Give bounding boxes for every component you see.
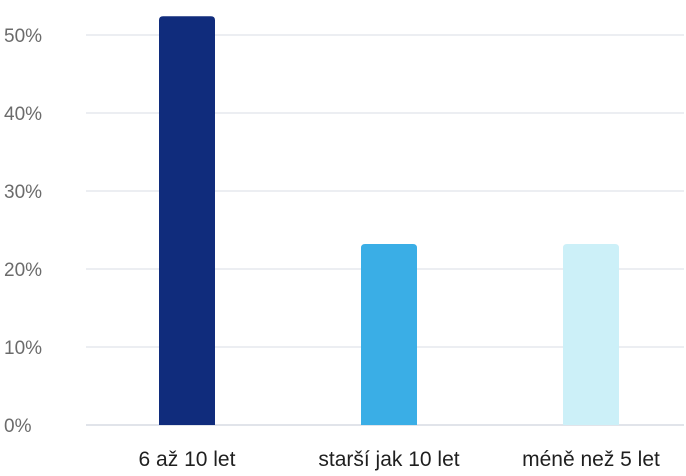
y-tick-label: 40%: [4, 104, 42, 125]
x-category-label: méně než 5 let: [522, 448, 660, 471]
bars: [159, 16, 619, 426]
bar-1: [159, 16, 215, 426]
x-axis-category-labels: 6 až 10 let starší jak 10 let méně než 5 l…: [139, 448, 660, 471]
bar-3: [563, 244, 619, 425]
y-tick-label: 10%: [4, 338, 42, 359]
y-tick-label: 0%: [4, 416, 32, 437]
y-tick-label: 50%: [4, 26, 42, 47]
x-category-label: starší jak 10 let: [318, 448, 459, 471]
y-tick-label: 20%: [4, 260, 42, 281]
y-tick-label: 30%: [4, 182, 42, 203]
y-axis-tick-labels: 0% 10% 20% 30% 40% 50%: [4, 26, 42, 437]
bar-2: [361, 244, 417, 425]
x-category-label: 6 až 10 let: [139, 448, 236, 471]
